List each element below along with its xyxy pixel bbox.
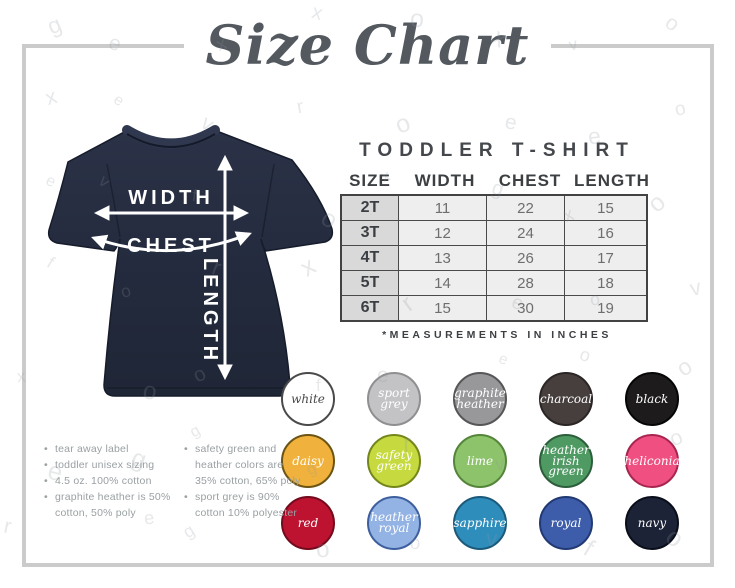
- chest-cell: 30: [486, 295, 565, 322]
- page-title: Size Chart: [183, 2, 552, 88]
- swatch-label: black: [635, 391, 669, 406]
- watermark-letter: r: [1, 514, 14, 539]
- table-row: 2T 11 22 15: [340, 194, 648, 221]
- col-header-chest: CHEST: [498, 171, 562, 190]
- measurement-arrows: [91, 154, 252, 381]
- color-swatch-safety-green: safety green: [367, 434, 421, 488]
- note-item: sport grey is 90% cotton 10% polyester: [184, 489, 306, 521]
- collar-seam: [126, 133, 216, 148]
- color-swatch-heather-royal: heather royal: [367, 496, 421, 550]
- swatch-label: charcoal: [539, 391, 593, 406]
- swatch-label: graphite heather: [454, 386, 506, 411]
- size-cell: 4T: [340, 245, 399, 271]
- notes-right: safety green and heather colors are 35% …: [184, 441, 306, 521]
- note-item: safety green and heather colors are 35% …: [184, 441, 306, 489]
- length-label: LENGTH: [199, 258, 221, 364]
- swatch-label: safety green: [375, 448, 413, 473]
- width-cell: 12: [398, 220, 487, 246]
- tshirt-diagram: WIDTH CHEST LENGTH: [47, 125, 334, 397]
- color-swatch-heliconia: heliconia: [624, 434, 680, 488]
- chest-cell: 28: [486, 270, 565, 296]
- note-item: graphite heather is 50% cotton, 50% poly: [44, 489, 172, 521]
- color-swatch-sapphire: sapphire: [453, 496, 507, 550]
- width-cell: 15: [398, 295, 487, 322]
- chest-cell: 26: [486, 245, 565, 271]
- swatch-label: red: [297, 515, 319, 530]
- size-cell: 2T: [340, 194, 399, 221]
- note-item: tear away label: [44, 441, 172, 457]
- col-header-length: LENGTH: [574, 171, 650, 190]
- swatch-label: heliconia: [624, 453, 680, 468]
- col-header-size: SIZE: [349, 171, 391, 190]
- swatch-label: daisy: [292, 453, 324, 468]
- color-swatch-heather-irish-green: heather irish green: [539, 434, 593, 488]
- table-row: 5T 14 28 18: [340, 270, 648, 296]
- tshirt-shape: [47, 125, 334, 397]
- color-swatch-grid: white sport grey graphite heather charcoal b…: [265, 368, 695, 554]
- table-header-row: SIZE WIDTH CHEST LENGTH: [340, 171, 654, 191]
- color-swatch-royal: royal: [539, 496, 593, 550]
- swatch-label: navy: [637, 515, 667, 530]
- size-table: 2T 11 22 15 3T 12 24 16 4T 13 26 17: [340, 194, 648, 322]
- width-cell: 11: [398, 194, 487, 221]
- swatch-label: sapphire: [453, 515, 507, 530]
- length-cell: 18: [564, 270, 648, 296]
- length-cell: 16: [564, 220, 648, 246]
- swatch-label: royal: [550, 515, 582, 530]
- size-cell: 6T: [340, 295, 399, 322]
- color-swatch-sport-grey: sport grey: [367, 372, 421, 426]
- length-cell: 17: [564, 245, 648, 271]
- note-item: toddler unisex sizing: [44, 457, 172, 473]
- notes-left: tear away labeltoddler unisex sizing4.5 …: [44, 441, 172, 521]
- width-label: WIDTH: [128, 187, 214, 209]
- size-cell: 5T: [340, 270, 399, 296]
- table-row: 6T 15 30 19: [340, 295, 648, 322]
- length-cell: 15: [564, 194, 648, 221]
- color-swatch-graphite-heather: graphite heather: [453, 372, 507, 426]
- color-swatch-lime: lime: [453, 434, 507, 488]
- collar-band: [122, 125, 220, 149]
- size-cell: 3T: [340, 220, 399, 246]
- chest-label: CHEST: [127, 235, 215, 257]
- size-chart-section: TODDLER T-SHIRT SIZE WIDTH CHEST LENGTH …: [340, 140, 654, 341]
- swatch-label: heather irish green: [542, 442, 590, 479]
- swatch-label: lime: [466, 453, 494, 468]
- watermark-letter: o: [661, 11, 684, 37]
- chest-cell: 24: [486, 220, 565, 246]
- color-swatch-charcoal: charcoal: [539, 372, 593, 426]
- width-cell: 13: [398, 245, 487, 271]
- page-title-text: Size Chart: [205, 13, 530, 77]
- swatch-label: sport grey: [378, 386, 410, 411]
- swatch-label: white: [291, 391, 325, 406]
- watermark-letter: g: [43, 10, 66, 40]
- product-notes: tear away labeltoddler unisex sizing4.5 …: [44, 441, 306, 521]
- color-swatch-white: white: [281, 372, 335, 426]
- table-row: 3T 12 24 16: [340, 220, 648, 246]
- color-swatch-black: black: [625, 372, 679, 426]
- chest-cell: 22: [486, 194, 565, 221]
- table-heading: TODDLER T-SHIRT: [359, 140, 635, 161]
- color-swatch-navy: navy: [625, 496, 679, 550]
- col-header-width: WIDTH: [414, 171, 476, 190]
- note-item: 4.5 oz. 100% cotton: [44, 473, 172, 489]
- swatch-label: heather royal: [370, 510, 418, 535]
- width-cell: 14: [398, 270, 487, 296]
- length-cell: 19: [564, 295, 648, 322]
- table-row: 4T 13 26 17: [340, 245, 648, 271]
- measurements-note: *MEASUREMENTS IN INCHES: [382, 329, 612, 341]
